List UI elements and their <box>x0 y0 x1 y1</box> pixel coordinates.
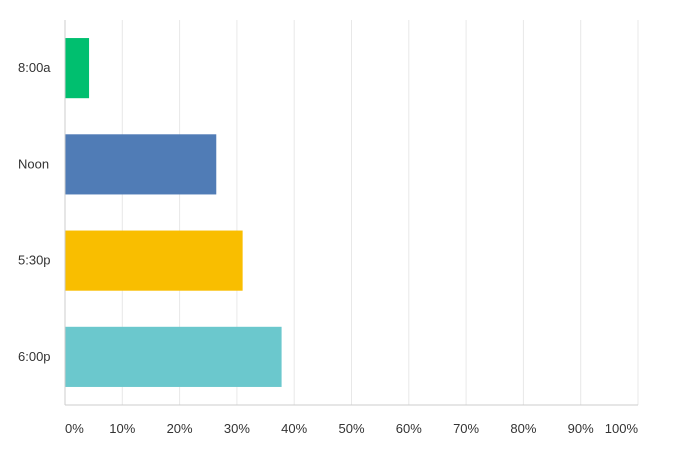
category-label: Noon <box>18 156 49 171</box>
category-label: 8:00a <box>18 60 51 75</box>
x-tick-label: 60% <box>396 421 422 436</box>
x-tick-label: 80% <box>510 421 536 436</box>
category-label: 6:00p <box>18 349 51 364</box>
bar-8-00a <box>65 38 90 99</box>
x-axis-tick-labels: 0% 10% 20% 30% 40% 50% 60% 70% 80% 90% 100% <box>65 421 638 436</box>
category-label: 5:30p <box>18 253 51 268</box>
x-tick-label: 0% <box>65 421 84 436</box>
x-tick-label: 100% <box>605 421 639 436</box>
bar-6-00p <box>65 326 282 387</box>
bars <box>65 38 282 387</box>
x-tick-label: 90% <box>568 421 594 436</box>
x-tick-label: 50% <box>338 421 364 436</box>
bar-noon <box>65 134 217 195</box>
gridlines <box>121 20 639 405</box>
x-tick-label: 20% <box>167 421 193 436</box>
x-tick-label: 10% <box>109 421 135 436</box>
x-tick-label: 30% <box>224 421 250 436</box>
bar-5-30p <box>65 230 243 291</box>
x-tick-label: 70% <box>453 421 479 436</box>
x-tick-label: 40% <box>281 421 307 436</box>
category-labels: 8:00a Noon 5:30p 6:00p <box>18 60 51 364</box>
